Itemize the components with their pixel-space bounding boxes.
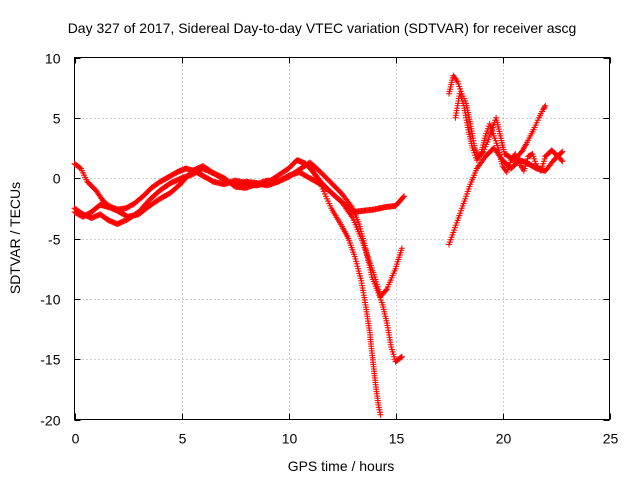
y-tick-label: -20	[40, 413, 60, 429]
x-axis-label: GPS time / hours	[288, 458, 395, 474]
y-tick-label: 0	[53, 171, 61, 187]
x-tick-labels: 0 5 10 15 20 25	[72, 431, 619, 447]
plot-frame	[74, 57, 610, 420]
series-trace-d	[306, 163, 384, 418]
y-tick-label: 10	[45, 51, 61, 67]
data-point-marks	[452, 90, 566, 176]
y-axis-label: SDTVAR / TECUs	[7, 182, 23, 294]
y-tick-label: -10	[40, 292, 60, 308]
grid-lines	[74, 57, 610, 420]
data-point-marks	[306, 163, 384, 418]
x-tick-label: 10	[282, 431, 298, 447]
data-point-marks	[71, 159, 405, 365]
data-marks	[71, 72, 566, 418]
y-tick-label: -5	[48, 232, 61, 248]
y-tick-labels: -20 -15 -10 -5 0 5 10	[40, 51, 60, 429]
chart-title: Day 327 of 2017, Sidereal Day-to-day VTE…	[68, 20, 577, 36]
x-tick-label: 20	[496, 431, 512, 447]
x-tick-label: 25	[603, 431, 619, 447]
x-tick-label: 5	[179, 431, 187, 447]
data-point-marks	[446, 145, 566, 248]
y-tick-label: 5	[53, 111, 61, 127]
series-trace-f	[446, 145, 566, 248]
y-tick-label: -15	[40, 352, 60, 368]
series-trace-g	[452, 90, 566, 176]
x-tick-label: 0	[72, 431, 80, 447]
x-tick-label: 15	[389, 431, 405, 447]
series-trace-c	[71, 159, 405, 365]
axis-ticks	[74, 57, 611, 421]
